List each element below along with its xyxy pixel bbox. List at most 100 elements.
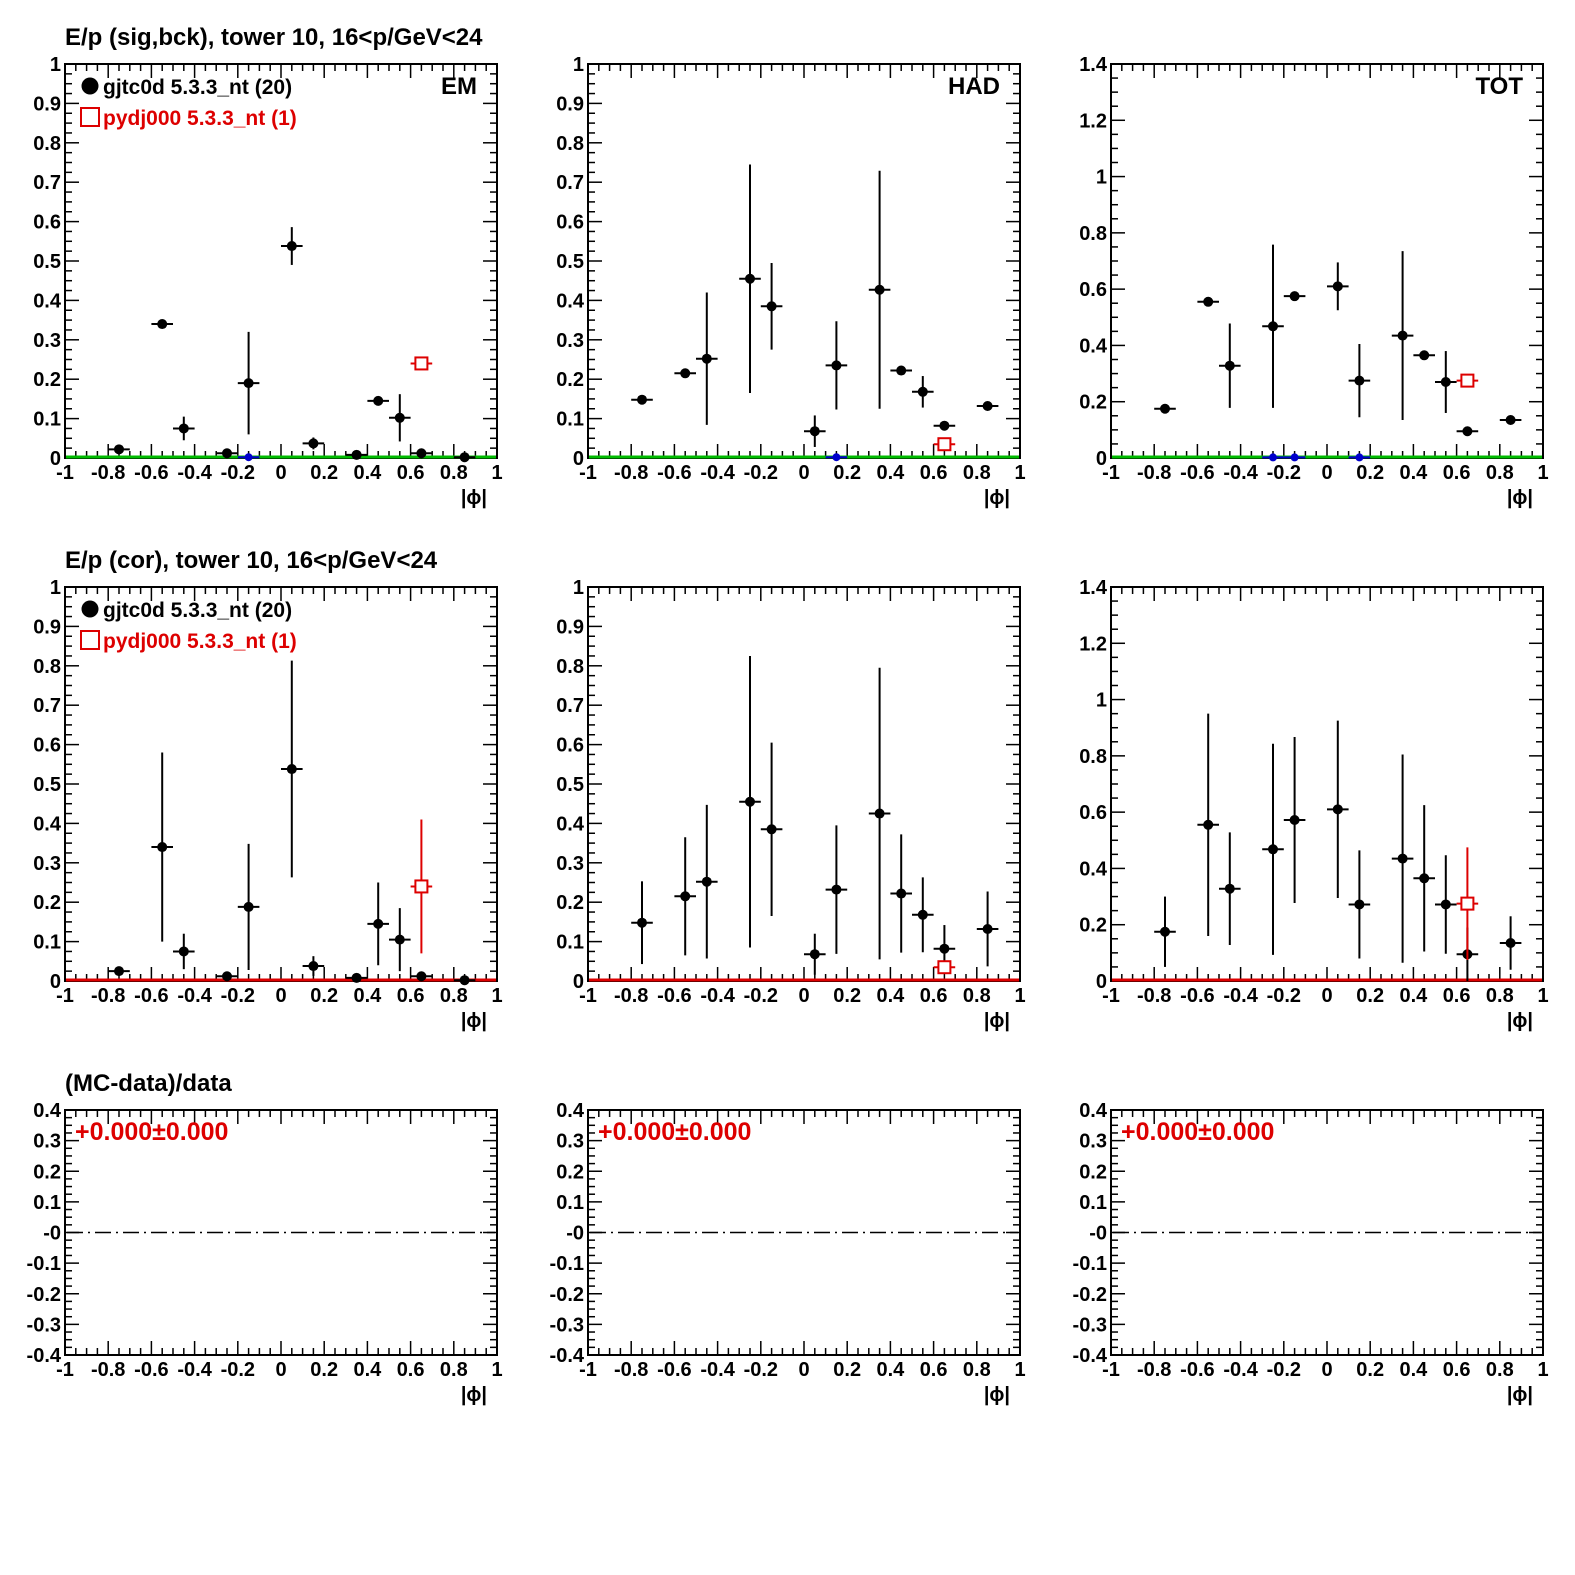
- data-point: [394, 934, 405, 945]
- legend-marker-filled-circle: [81, 77, 99, 95]
- mc-point: [937, 960, 952, 975]
- x-tick-label: 1: [1014, 985, 1025, 1007]
- x-tick-label: -0.8: [614, 985, 648, 1007]
- x-tick-label: 0.4: [353, 462, 382, 484]
- blue-point: [244, 453, 253, 462]
- y-tick-label: 0.6: [1079, 279, 1107, 301]
- data-point: [896, 365, 907, 376]
- x-tick-label: 0.4: [1399, 985, 1428, 1007]
- data-point: [394, 412, 405, 423]
- x-tick-label: -0.6: [657, 1359, 691, 1381]
- x-tick-label: 1: [1537, 462, 1548, 484]
- legend-label: gjtc0d 5.3.3_nt (20): [103, 76, 292, 99]
- data-point: [1160, 403, 1170, 414]
- y-tick-label: 0.6: [556, 735, 584, 757]
- x-axis-label: |ϕ|: [984, 1384, 1010, 1406]
- x-tick-label: 0.4: [1399, 1359, 1428, 1381]
- x-axis-label: |ϕ|: [1507, 487, 1533, 509]
- blue-point: [1290, 453, 1299, 462]
- y-tick-label: 0.1: [33, 932, 61, 954]
- x-tick-label: 0.2: [1356, 462, 1384, 484]
- y-tick-label: 0.9: [556, 616, 584, 638]
- data-point: [982, 400, 993, 411]
- x-tick-label: -0.8: [91, 462, 125, 484]
- y-tick-label: 0.5: [33, 774, 61, 796]
- x-tick-label: -0.2: [221, 1359, 255, 1381]
- x-tick-label: 0.2: [310, 985, 338, 1007]
- x-tick-label: -0.2: [744, 462, 778, 484]
- x-tick-label: 0.4: [876, 985, 905, 1007]
- x-tick-label: 0.4: [876, 1359, 905, 1381]
- x-tick-label: -1: [56, 985, 74, 1007]
- data-point: [831, 884, 842, 895]
- y-tick-label: 0: [1096, 971, 1107, 993]
- plot-frame: [1110, 586, 1544, 982]
- data-point: [1332, 804, 1343, 815]
- y-tick-label: 0.8: [1079, 223, 1107, 245]
- x-tick-label: -0.4: [177, 985, 212, 1007]
- x-tick-label: 1: [1537, 1359, 1548, 1381]
- panel-7: -1 -0.8 -0.6 -0.4 -0.2 0 0.2 0.4 0.6 0.8 1 -0.4 -0.3…: [27, 1070, 503, 1406]
- y-tick-label: 1.2: [1079, 110, 1107, 132]
- x-axis-label: |ϕ|: [984, 487, 1010, 509]
- y-tick-label: 0.1: [556, 409, 584, 431]
- data-point: [831, 360, 842, 371]
- x-tick-label: 0: [798, 462, 809, 484]
- y-tick-label: -0.3: [27, 1314, 61, 1336]
- y-tick-label: 0.7: [556, 695, 584, 717]
- y-tick-label: 0.1: [33, 1192, 61, 1214]
- data-point: [1289, 291, 1300, 302]
- y-tick-label: 1: [573, 54, 584, 76]
- y-tick-label: 0.4: [33, 1100, 62, 1122]
- x-tick-label: 1: [491, 985, 502, 1007]
- y-tick-label: -0.3: [550, 1314, 584, 1336]
- data-point: [178, 946, 189, 957]
- x-tick-label: -1: [579, 985, 597, 1007]
- data-point: [416, 448, 427, 459]
- x-tick-label: 1: [491, 462, 502, 484]
- y-tick-label: 0.9: [556, 93, 584, 115]
- y-tick-label: -0: [566, 1223, 584, 1245]
- y-tick-label: -0.4: [1073, 1345, 1108, 1367]
- x-axis-label: |ϕ|: [1507, 1010, 1533, 1032]
- data-point: [809, 949, 820, 960]
- x-tick-label: 0.6: [1443, 1359, 1471, 1381]
- mc-point: [414, 879, 429, 894]
- x-tick-label: 0.8: [1486, 462, 1514, 484]
- y-tick-label: 1: [1096, 690, 1107, 712]
- x-tick-label: 1: [1537, 985, 1548, 1007]
- x-tick-label: 0: [275, 1359, 286, 1381]
- data-point: [939, 943, 950, 954]
- x-axis-label: |ϕ|: [461, 487, 487, 509]
- y-tick-label: 0.8: [1079, 746, 1107, 768]
- y-tick-label: 0.1: [556, 932, 584, 954]
- y-tick-label: 0.6: [33, 735, 61, 757]
- data-point: [1397, 330, 1408, 341]
- x-tick-label: -0.2: [1267, 985, 1301, 1007]
- y-tick-label: 0.4: [1079, 1100, 1108, 1122]
- panel-5: -1 -0.8 -0.6 -0.4 -0.2 0 0.2 0.4 0.6 0.8 1 0 0.1 0.2 0…: [556, 577, 1025, 1032]
- legend-label: pydj000 5.3.3_nt (1): [103, 630, 297, 653]
- data-point: [308, 961, 319, 972]
- x-tick-label: 1: [1014, 1359, 1025, 1381]
- x-tick-label: -0.4: [177, 1359, 212, 1381]
- x-axis-label: |ϕ|: [984, 1010, 1010, 1032]
- x-tick-label: -0.2: [744, 1359, 778, 1381]
- y-tick-label: 0.8: [33, 133, 61, 155]
- blue-point: [1269, 453, 1277, 462]
- legend-label: pydj000 5.3.3_nt (1): [103, 107, 297, 130]
- y-tick-label: 0.1: [1079, 1192, 1107, 1214]
- x-tick-label: -1: [579, 1359, 597, 1381]
- y-tick-label: 1: [573, 577, 584, 599]
- y-tick-label: -0.4: [550, 1345, 585, 1367]
- x-tick-label: 0.8: [963, 985, 991, 1007]
- x-tick-label: 0: [798, 1359, 809, 1381]
- y-tick-label: -0.1: [1073, 1253, 1107, 1275]
- y-tick-label: 1.4: [1079, 577, 1108, 599]
- data-point: [917, 909, 928, 920]
- panel-8: -1 -0.8 -0.6 -0.4 -0.2 0 0.2 0.4 0.6 0.8 1 -0.4 -0.3…: [550, 1100, 1026, 1406]
- data-point: [745, 796, 755, 807]
- y-tick-label: 0.2: [556, 369, 584, 391]
- panel-1: -1 -0.8 -0.6 -0.4 -0.2 0 0.2 0.4 0.6 0.8 1 0 0.1 0.2 0…: [33, 24, 502, 509]
